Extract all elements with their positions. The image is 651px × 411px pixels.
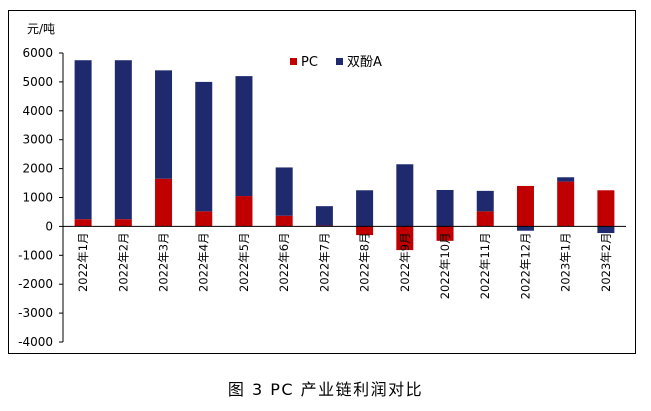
- bar-bpa: [516, 226, 534, 231]
- x-axis: 2022年1月 2022年2月 2022年3月 2022年4月 2022年5月 2022年…: [63, 225, 626, 299]
- bar-bpa: [315, 206, 333, 226]
- x-category-label: 2022年4月: [197, 232, 211, 292]
- bar-bpa: [114, 60, 132, 220]
- bar-bpa: [557, 177, 575, 182]
- x-category-label: 2023年2月: [599, 232, 613, 292]
- y-tick-label: 1000: [22, 191, 53, 205]
- bar-pc: [195, 211, 213, 227]
- legend-swatch: [290, 58, 297, 65]
- bar-pc: [396, 226, 414, 251]
- bar-pc: [476, 211, 494, 227]
- x-category-label: 2022年10月: [438, 232, 452, 299]
- y-tick-label: -3000: [18, 306, 53, 320]
- bar-pc: [557, 181, 575, 227]
- bar-bpa: [195, 81, 213, 212]
- bar-bpa: [597, 226, 615, 234]
- figure-caption: 图 3 PC 产业链利润对比: [227, 380, 424, 399]
- x-category-label: 2022年12月: [518, 232, 532, 299]
- x-category-label: 2022年3月: [157, 232, 171, 292]
- bar-pc: [597, 190, 615, 227]
- y-tick-label: -1000: [18, 248, 53, 262]
- bar-pc: [516, 185, 534, 227]
- y-tick-label: 2000: [22, 162, 53, 176]
- y-tick-label: 6000: [22, 46, 53, 60]
- bar-pc: [114, 219, 132, 227]
- bar-pc: [356, 226, 374, 236]
- y-tick-label: -2000: [18, 277, 53, 291]
- profit-chart: 元/吨 6000 5000 4000 3000 2000 1000 0 -1000 -2000 -…: [18, 22, 626, 349]
- bar-bpa: [476, 190, 494, 212]
- legend-label: PC: [301, 55, 318, 70]
- y-tick-label: 4000: [22, 104, 53, 118]
- x-category-label: 2022年2月: [116, 232, 130, 292]
- bar-bpa: [74, 60, 92, 220]
- x-category-label: 2022年9月: [398, 232, 412, 292]
- legend: PC 双酚A: [290, 55, 382, 70]
- y-tick-label: 0: [45, 219, 53, 233]
- bar-bpa: [275, 167, 293, 216]
- bar-bpa: [396, 164, 414, 227]
- bars-group: [74, 60, 615, 251]
- x-category-label: 2022年7月: [317, 232, 331, 292]
- legend-swatch: [336, 58, 343, 65]
- bar-bpa: [356, 190, 374, 227]
- x-category-label: 2022年1月: [76, 232, 90, 292]
- y-axis: 6000 5000 4000 3000 2000 1000 0 -1000 -2000 -3000…: [18, 46, 64, 349]
- chart-frame: [8, 10, 636, 354]
- y-tick-label: -4000: [18, 335, 53, 349]
- x-category-label: 2022年8月: [358, 232, 372, 292]
- bar-bpa: [436, 189, 454, 227]
- bar-bpa: [235, 76, 253, 197]
- x-category-label: 2022年11月: [478, 232, 492, 299]
- x-category-label: 2022年6月: [277, 232, 291, 292]
- bar-pc: [235, 196, 253, 227]
- legend-label: 双酚A: [347, 55, 382, 70]
- x-category-label: 2023年1月: [559, 232, 573, 292]
- y-tick-label: 3000: [22, 133, 53, 147]
- bar-bpa: [155, 70, 173, 179]
- bar-pc: [155, 178, 173, 227]
- bar-pc: [275, 215, 293, 227]
- bar-pc: [74, 219, 92, 227]
- y-tick-label: 5000: [22, 75, 53, 89]
- bar-pc: [436, 226, 454, 241]
- x-category-label: 2022年5月: [237, 232, 251, 292]
- y-unit-label: 元/吨: [27, 22, 55, 36]
